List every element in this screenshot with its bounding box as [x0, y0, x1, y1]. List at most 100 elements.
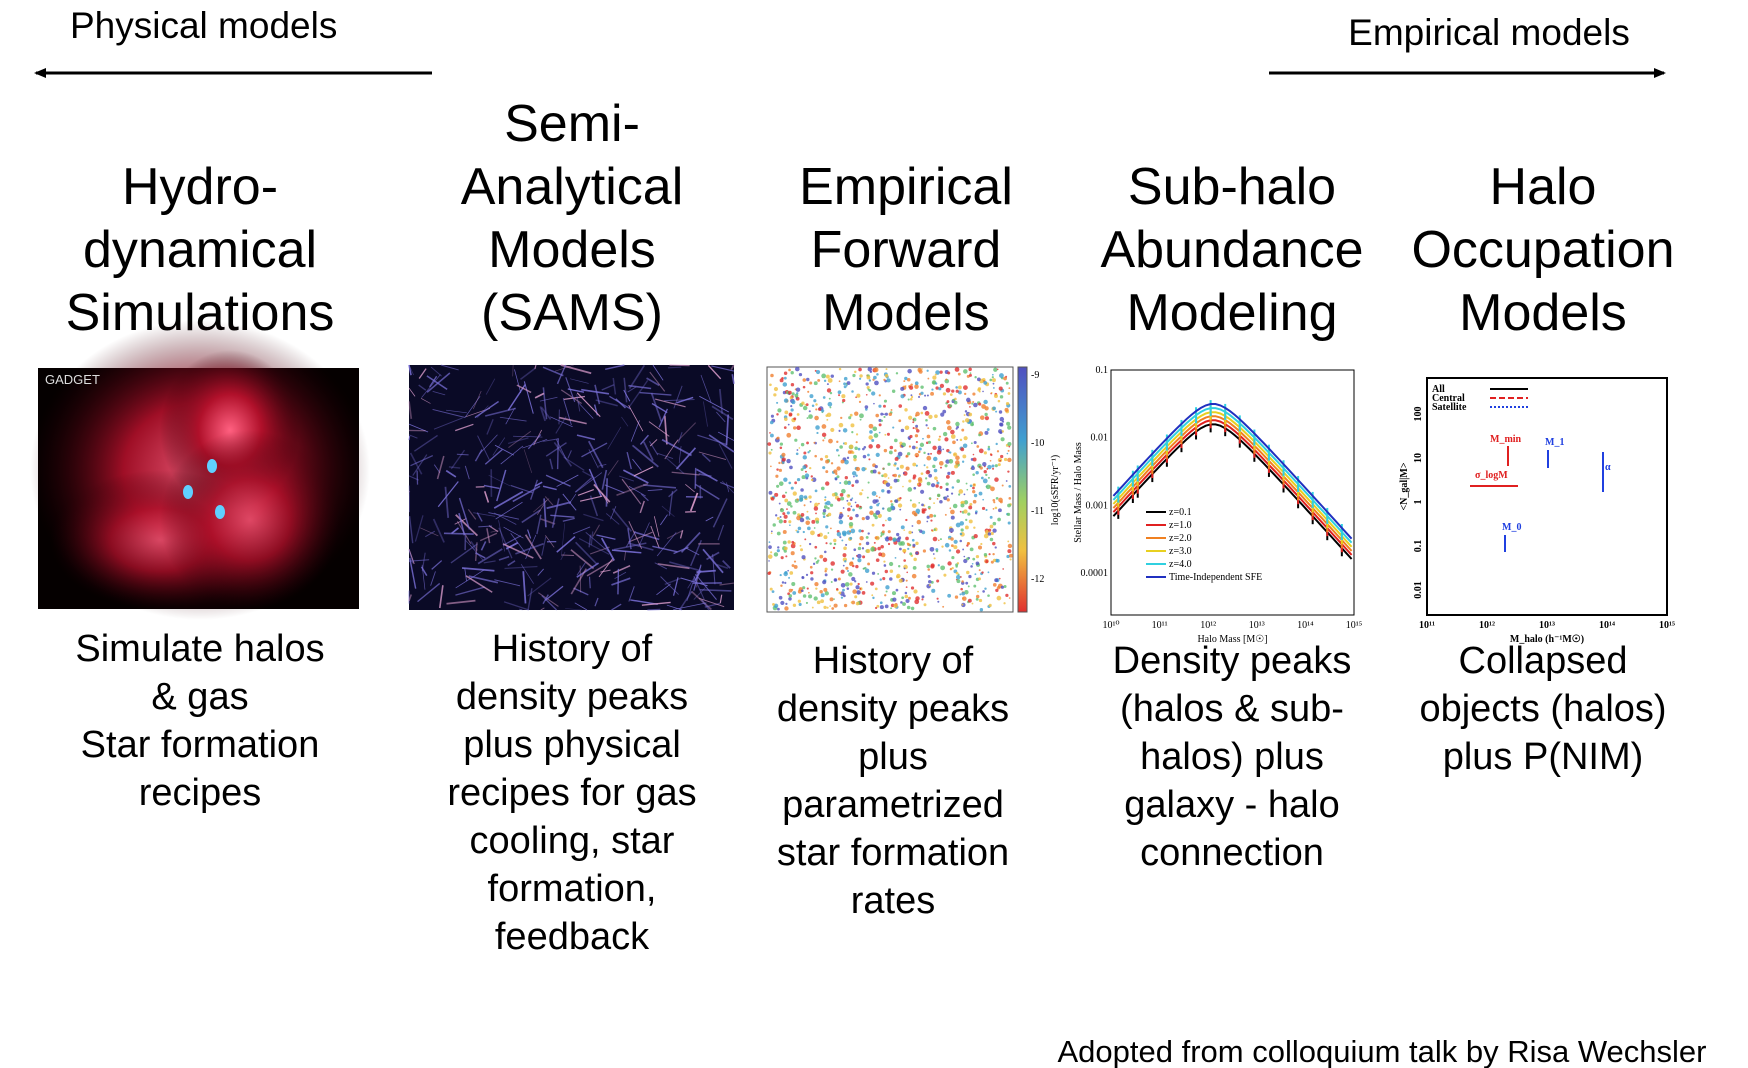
dense-spot: [207, 459, 217, 473]
galaxy: [890, 408, 893, 411]
galaxy: [924, 411, 930, 416]
galaxy: [811, 606, 814, 609]
galaxy: [915, 440, 918, 444]
galaxy: [937, 600, 940, 603]
galaxy: [987, 464, 992, 470]
galaxy: [787, 540, 791, 544]
galaxy: [915, 446, 918, 449]
legend-label: Central: [1432, 393, 1465, 404]
galaxy: [865, 515, 870, 521]
filament: [628, 384, 652, 390]
filament: [718, 443, 733, 469]
galaxy: [770, 465, 772, 468]
filament: [607, 460, 619, 476]
annotation: σ_logM: [1475, 470, 1508, 481]
galaxy: [891, 389, 896, 393]
galaxy: [804, 473, 810, 478]
galaxy: [940, 412, 945, 417]
filament: [685, 547, 700, 556]
filament: [553, 441, 573, 467]
galaxy: [963, 558, 968, 564]
filament: [696, 468, 718, 482]
galaxy: [875, 495, 878, 498]
filament: [503, 601, 530, 611]
galaxy: [897, 475, 901, 478]
galaxy: [813, 596, 818, 601]
galaxy: [851, 484, 855, 487]
filament: [589, 495, 599, 517]
galaxy: [914, 381, 919, 386]
filament: [473, 512, 496, 517]
galaxy: [815, 403, 818, 406]
galaxy: [912, 503, 915, 506]
galaxy: [875, 413, 880, 418]
galaxy: [908, 530, 912, 535]
filament: [550, 416, 573, 428]
galaxy: [973, 584, 977, 588]
galaxy: [992, 552, 995, 556]
galaxy: [994, 506, 998, 510]
galaxy: [866, 375, 871, 380]
galaxy: [958, 493, 961, 496]
galaxy: [896, 532, 900, 537]
galaxy: [820, 599, 824, 604]
galaxy: [808, 518, 811, 520]
galaxy: [965, 581, 969, 585]
galaxy: [881, 507, 885, 510]
galaxy: [833, 603, 838, 608]
y-tick-label: 0.0001: [1081, 568, 1109, 579]
filament: [577, 489, 594, 496]
galaxy: [1000, 585, 1005, 589]
galaxy: [864, 566, 867, 570]
filament: [563, 456, 585, 471]
galaxy: [788, 368, 791, 372]
galaxy: [974, 376, 977, 379]
filament: [446, 409, 467, 414]
galaxy: [921, 595, 925, 599]
x-tick-label: 10¹³: [1249, 620, 1265, 631]
galaxy: [870, 581, 875, 586]
filament: [669, 364, 690, 367]
galaxy: [850, 505, 853, 508]
galaxy: [994, 546, 997, 549]
galaxy: [991, 373, 994, 376]
galaxy: [983, 533, 989, 539]
galaxy: [801, 589, 804, 593]
filament: [604, 484, 625, 494]
galaxy: [999, 395, 1004, 399]
galaxy: [889, 569, 894, 573]
galaxy: [994, 464, 998, 468]
filament: [478, 525, 492, 528]
galaxy: [961, 580, 964, 583]
galaxy: [910, 383, 913, 386]
galaxy: [966, 570, 970, 575]
galaxy: [813, 441, 816, 444]
galaxy: [965, 518, 968, 522]
filament: [498, 555, 510, 561]
galaxy: [801, 401, 805, 405]
galaxy: [840, 596, 844, 599]
filament: [630, 420, 640, 442]
galaxy: [933, 557, 936, 560]
galaxy: [870, 546, 876, 552]
galaxy: [956, 579, 961, 584]
galaxy: [796, 425, 801, 431]
galaxy: [839, 513, 844, 518]
galaxy: [963, 414, 966, 416]
filament: [420, 398, 431, 404]
galaxy: [802, 530, 805, 534]
filament: [414, 515, 424, 542]
galaxy: [792, 603, 797, 607]
galaxy: [935, 484, 939, 488]
filament: [575, 541, 598, 565]
galaxy: [1007, 521, 1011, 525]
galaxy: [990, 392, 993, 394]
galaxy: [894, 556, 897, 559]
filament: [638, 522, 650, 547]
filament: [432, 408, 466, 418]
galaxy: [948, 549, 952, 552]
galaxy: [791, 400, 796, 405]
galaxy: [768, 541, 771, 544]
galaxy: [802, 385, 806, 389]
